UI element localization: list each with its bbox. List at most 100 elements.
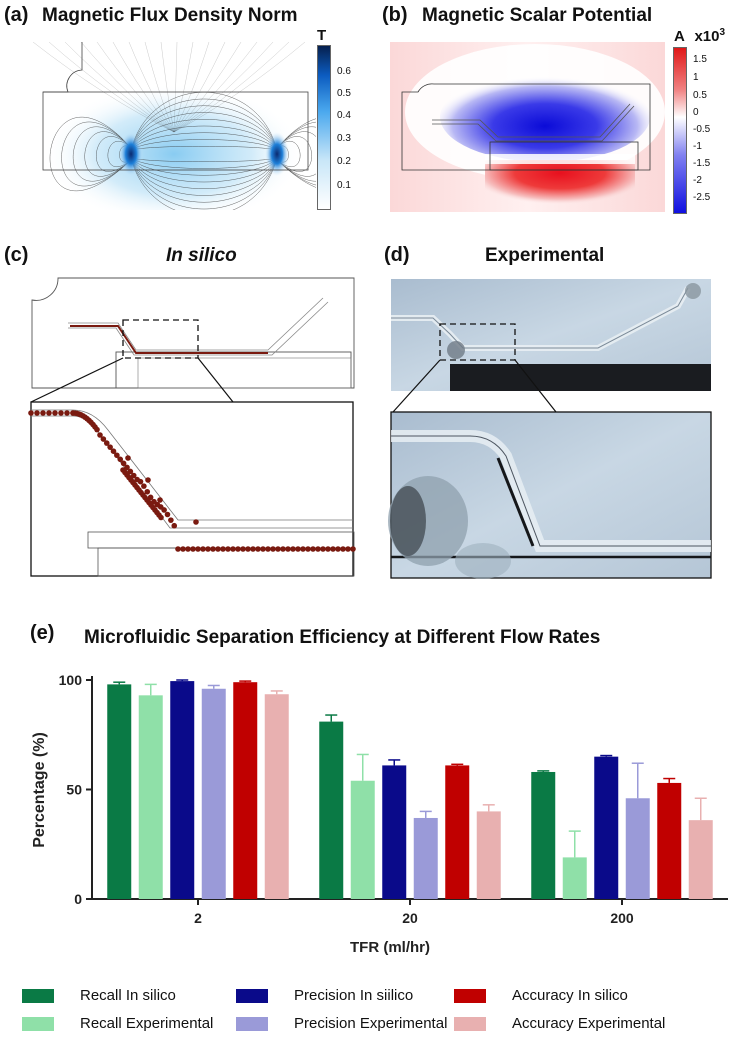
particle	[210, 546, 216, 552]
particle	[40, 410, 46, 416]
legend-item: Accuracy In silico	[454, 987, 628, 1004]
legend-item: Recall In silico	[22, 987, 176, 1004]
particle	[175, 546, 181, 552]
particle	[180, 546, 186, 552]
particle-trail	[28, 410, 356, 552]
panel-d-label: (d)	[384, 244, 410, 266]
particle	[260, 546, 266, 552]
magnet-outline	[42, 91, 309, 171]
bar	[107, 684, 132, 899]
panel-a-label: (a)	[4, 4, 29, 26]
potential-tick: 1.5	[693, 54, 707, 65]
panel-e-label: (e)	[30, 622, 55, 644]
particle	[335, 546, 341, 552]
bar	[688, 820, 713, 899]
bar	[594, 756, 619, 899]
panel-c-title: In silico	[166, 245, 237, 266]
particle	[310, 546, 316, 552]
particle	[295, 546, 301, 552]
particle	[350, 546, 356, 552]
particle	[28, 410, 34, 416]
particle	[97, 432, 103, 438]
bar	[657, 782, 682, 899]
particle	[110, 448, 117, 454]
particle	[168, 517, 174, 523]
flux-tick: 0.3	[337, 133, 351, 144]
particle	[52, 410, 58, 416]
particle	[240, 546, 246, 552]
bar	[264, 694, 289, 899]
particle	[164, 511, 171, 518]
bar	[138, 695, 163, 899]
particle	[145, 477, 151, 483]
particle	[205, 546, 211, 552]
y-axis-label: Percentage (%)	[31, 732, 48, 848]
legend-label: Precision Experimental	[294, 1015, 448, 1032]
legend-label: Recall In silico	[80, 987, 176, 1004]
potential-tick: 1	[693, 72, 699, 83]
particle	[103, 440, 110, 446]
legend-item: Recall Experimental	[22, 1015, 213, 1032]
legend-item: Precision Experimental	[236, 1015, 447, 1032]
particle	[117, 456, 124, 463]
flux-tick: 0.4	[337, 110, 351, 121]
particle	[185, 546, 191, 552]
x-tick-label: 20	[402, 910, 418, 926]
flux-tick: 0.2	[337, 156, 351, 167]
particle	[270, 546, 276, 552]
flux-tick: 0.5	[337, 88, 351, 99]
bar	[382, 765, 407, 899]
separation-efficiency-chart: Percentage (%) TFR (ml/hr) 0 50 100 2 20 200	[31, 672, 728, 956]
particle	[250, 546, 256, 552]
y-tick-label: 0	[74, 891, 82, 907]
particle	[345, 546, 351, 552]
particle	[275, 546, 281, 552]
bar	[562, 857, 587, 899]
particle	[141, 483, 147, 489]
particle	[64, 410, 70, 416]
bar	[476, 811, 501, 899]
legend-item: Accuracy Experimental	[454, 1015, 665, 1032]
particle	[114, 452, 120, 459]
potential-unit: A	[674, 28, 685, 45]
particle	[320, 546, 326, 552]
x-axis-label: TFR (ml/hr)	[350, 939, 430, 956]
particle	[285, 546, 291, 552]
positive-region	[485, 160, 635, 212]
flux-tick: 0.6	[337, 66, 351, 77]
legend-item: Precision In siilico	[236, 987, 413, 1004]
chip-outline	[43, 42, 83, 93]
potential-colorbar	[673, 47, 687, 214]
potential-tick: 0	[693, 107, 699, 118]
flux-tick: 0.1	[337, 180, 351, 191]
particle	[325, 546, 331, 552]
particle	[130, 472, 137, 479]
legend-swatch	[22, 1016, 54, 1031]
potential-tick: -1	[693, 141, 702, 152]
bar	[233, 682, 258, 899]
panel-e-title: Microfluidic Separation Efficiency at Di…	[84, 627, 601, 648]
x-tick-label: 2	[194, 910, 202, 926]
particle	[190, 546, 196, 552]
panel-c-label: (c)	[4, 244, 29, 266]
potential-tick: -2.5	[693, 192, 711, 203]
y-tick-label: 100	[59, 672, 83, 688]
legend-label: Accuracy In silico	[512, 987, 628, 1004]
particle	[300, 546, 306, 552]
particle	[200, 546, 206, 552]
particle	[315, 546, 321, 552]
particle	[34, 410, 40, 416]
chart-axes: 0 50 100 2 20 200	[59, 672, 728, 926]
potential-tick: 0.5	[693, 90, 707, 101]
potential-exponent: 3	[719, 27, 726, 38]
legend-swatch	[22, 988, 54, 1003]
particle	[330, 546, 336, 552]
particle	[280, 546, 286, 552]
potential-scale: x10	[694, 28, 720, 45]
particle	[158, 514, 164, 521]
bar	[201, 688, 226, 899]
potential-tick: -2	[693, 175, 702, 186]
flux-colorbar-unit: T	[317, 27, 327, 44]
particle	[144, 488, 151, 495]
particle	[100, 436, 107, 442]
